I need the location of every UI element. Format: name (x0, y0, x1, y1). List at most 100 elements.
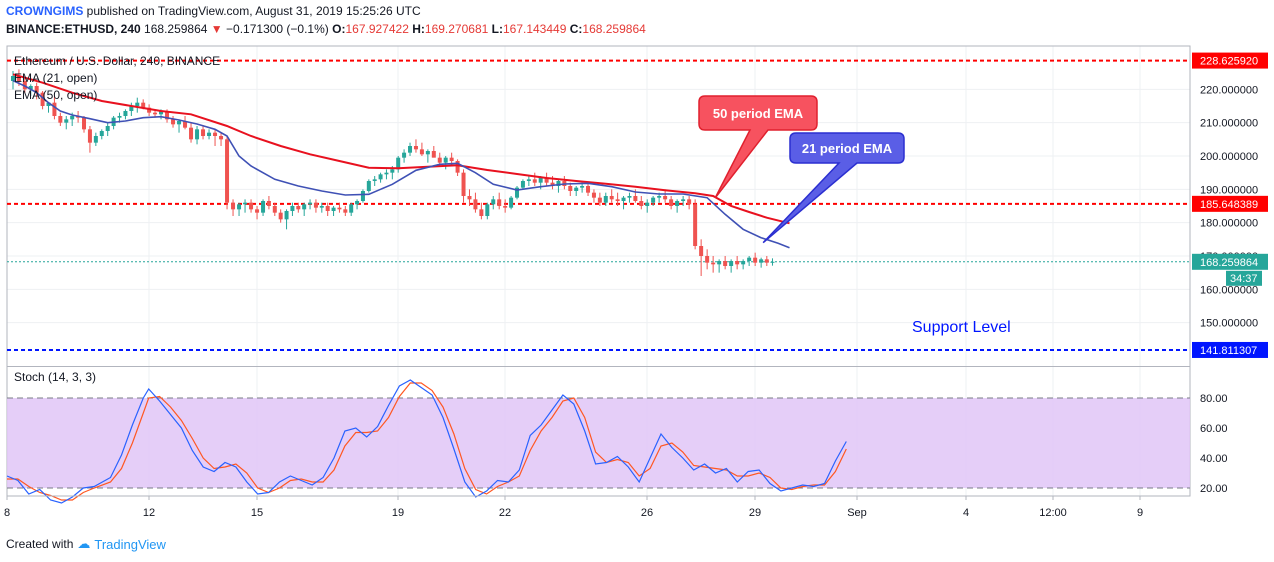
candle-body (135, 102, 140, 106)
candle-body (503, 206, 508, 208)
candle-body (675, 201, 680, 206)
candle-body (28, 86, 33, 90)
symbol-label: BINANCE:ETHUSD, 240 (6, 22, 141, 36)
candle-body (207, 132, 212, 136)
price-tick-label: 150.000000 (1200, 318, 1258, 330)
candle-body (331, 207, 336, 211)
candle-body (461, 172, 466, 196)
candle-body (402, 152, 407, 158)
countdown-label: 34:37 (1230, 273, 1258, 285)
callout-50-ema-bubble (698, 95, 818, 199)
level-label: 228.625920 (1200, 56, 1258, 68)
candle-body (753, 257, 758, 263)
candle-body (764, 259, 769, 263)
candle-body (40, 92, 45, 106)
candle-body (396, 157, 401, 170)
candle-body (225, 139, 230, 203)
x-tick-label: 19 (392, 507, 404, 519)
candle-body (70, 116, 75, 120)
candle-body (550, 182, 555, 186)
candle-body (532, 179, 537, 183)
candle-body (213, 132, 218, 136)
candle-body (243, 202, 248, 205)
high-label: H: (412, 22, 425, 36)
candle-body (82, 117, 87, 130)
candle-body (431, 151, 436, 158)
candle-body (308, 202, 313, 205)
candle-body (657, 196, 662, 198)
candle-body (34, 86, 39, 93)
candle-body (615, 199, 620, 201)
candle-body (419, 149, 424, 155)
x-tick-label: 4 (963, 507, 969, 519)
candle-body (153, 112, 158, 115)
candle-body (705, 256, 710, 263)
candle-body (93, 136, 98, 143)
countdown-bg (1226, 270, 1262, 286)
tradingview-logo-icon: ☁ (77, 536, 91, 551)
low-label: L: (491, 22, 503, 36)
candle-body (11, 76, 15, 81)
price-tick-label: 180.000000 (1200, 218, 1258, 230)
price-tick-label: 200.000000 (1200, 151, 1258, 163)
stoch-title: Stoch (14, 3, 3) (14, 370, 96, 384)
level-label-bg (1192, 253, 1268, 270)
candle-body (165, 111, 170, 120)
price-tick-label: 220.000000 (1200, 84, 1258, 96)
candle-body (491, 199, 496, 205)
x-tick-label: 12 (143, 507, 155, 519)
low-value: 167.143449 (502, 22, 567, 36)
candle-body (467, 196, 472, 200)
level-label-bg (1192, 52, 1268, 69)
price-tick-label: 190.000000 (1200, 184, 1258, 196)
candle-body (437, 157, 442, 163)
footer: Created with ☁ TradingView (6, 536, 166, 552)
candle-body (195, 129, 200, 140)
candle-body (597, 197, 602, 203)
x-tick-label: 9 (1137, 507, 1143, 519)
stoch-tick-label: 60.00 (1200, 423, 1228, 435)
candle-body (296, 206, 301, 210)
candle-body (639, 201, 644, 206)
candle-body (355, 201, 360, 205)
candle-body (574, 187, 579, 191)
candle-body (337, 207, 342, 210)
x-tick-label: 8 (4, 507, 10, 519)
candle-body (99, 131, 104, 136)
candle-body (538, 177, 543, 183)
publish-line: CROWNGIMS published on TradingView.com, … (6, 4, 421, 18)
x-tick-label: 26 (641, 507, 653, 519)
candle-body (177, 121, 182, 125)
candle-body (129, 106, 134, 111)
candle-body (16, 76, 21, 81)
candle-body (645, 202, 650, 206)
open-value: 167.927422 (345, 22, 409, 36)
stoch-d-line (7, 382, 847, 501)
author-name[interactable]: CROWNGIMS (6, 4, 84, 18)
candle-body (526, 179, 531, 181)
candle-body (261, 201, 266, 213)
candle-body (278, 212, 283, 220)
price-tick-label: 210.000000 (1200, 118, 1258, 130)
candle-body (485, 204, 490, 216)
candle-body (237, 204, 242, 210)
ema-21-line (12, 79, 790, 249)
candle-body (58, 116, 63, 123)
x-tick-label: 29 (749, 507, 761, 519)
candle-body (681, 199, 686, 201)
tradingview-brand[interactable]: TradingView (94, 536, 166, 552)
candle-body (633, 196, 638, 201)
candle-body (651, 197, 656, 203)
candle-body (603, 196, 608, 203)
candle-body (159, 111, 164, 115)
candle-body (586, 186, 591, 193)
x-tick-label: Sep (847, 507, 867, 519)
stoch-tick-label: 20.00 (1200, 483, 1228, 495)
candle-body (183, 121, 188, 128)
close-value: 168.259864 (582, 22, 646, 36)
level-label: 185.648389 (1200, 199, 1258, 211)
candle-body (509, 197, 514, 208)
candle-body (313, 202, 318, 208)
legend-ema50: EMA (50, open) (14, 88, 97, 102)
